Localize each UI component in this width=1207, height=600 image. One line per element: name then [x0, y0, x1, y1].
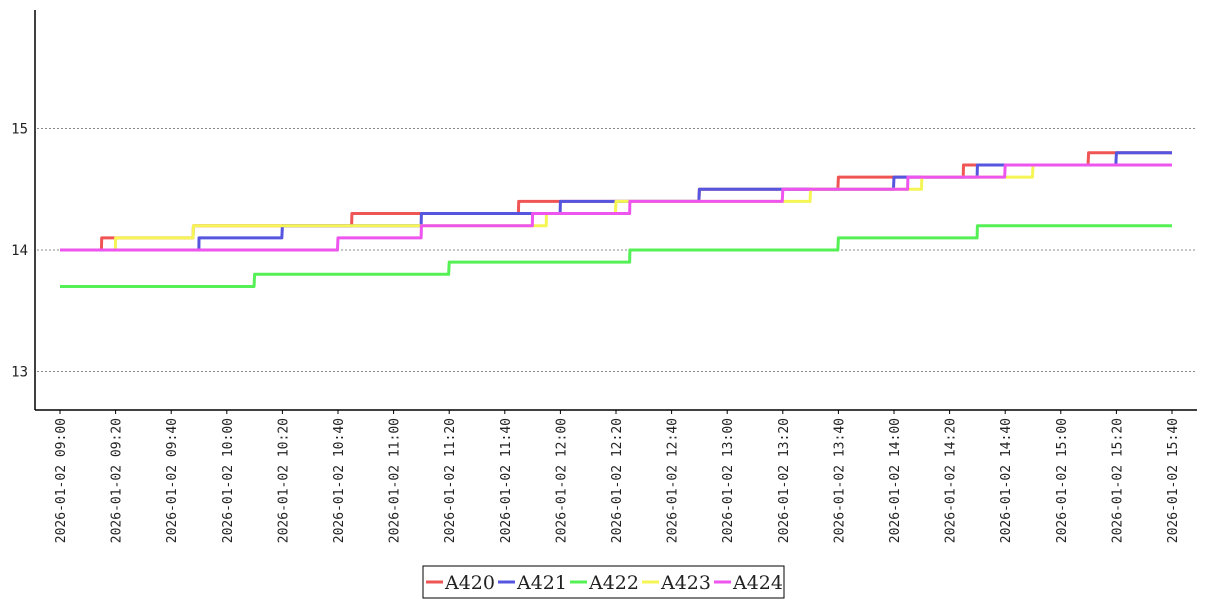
x-tick-label: 2026-01-02 12:00 — [554, 418, 569, 543]
x-tick-label: 2026-01-02 11:20 — [443, 418, 458, 543]
x-tick-label: 2026-01-02 10:00 — [221, 418, 236, 543]
legend-label: A422 — [588, 572, 639, 594]
x-tick-labels: 2026-01-02 09:00 2026-01-02 09:20 2026-01-… — [54, 410, 1181, 543]
x-tick-label: 2026-01-02 14:00 — [888, 418, 903, 543]
legend-label: A420 — [444, 572, 495, 594]
x-tick-label: 2026-01-02 14:20 — [944, 418, 959, 543]
x-tick-label: 2026-01-02 10:20 — [276, 418, 291, 543]
x-tick-label: 2026-01-02 11:00 — [388, 418, 403, 543]
x-tick-label: 2026-01-02 13:20 — [777, 418, 792, 543]
x-tick-label: 2026-01-02 15:00 — [1055, 418, 1070, 543]
series-line-a422 — [60, 224, 1173, 288]
x-tick-label: 2026-01-02 10:40 — [332, 418, 347, 543]
series-lines — [60, 151, 1173, 288]
legend-label: A423 — [660, 572, 711, 594]
x-tick-label: 2026-01-02 15:40 — [1166, 418, 1181, 543]
y-tick-label: 14 — [11, 243, 28, 259]
series-line-a424 — [60, 163, 1173, 252]
legend: A420 A421 A422 A423 A424 — [422, 565, 785, 599]
x-tick-label: 2026-01-02 09:40 — [165, 418, 180, 543]
x-tick-label: 2026-01-02 14:40 — [999, 418, 1014, 543]
legend-label: A421 — [516, 572, 567, 594]
x-tick-label: 2026-01-02 12:20 — [610, 418, 625, 543]
x-tick-label: 2026-01-02 09:00 — [54, 418, 69, 543]
x-tick-label: 2026-01-02 12:40 — [666, 418, 681, 543]
y-tick-label: 15 — [11, 122, 28, 138]
x-tick-label: 2026-01-02 13:00 — [721, 418, 736, 543]
x-tick-label: 2026-01-02 09:20 — [110, 418, 125, 543]
x-tick-label: 2026-01-02 13:40 — [832, 418, 847, 543]
legend-label: A424 — [732, 572, 783, 594]
x-tick-label: 2026-01-02 11:40 — [499, 418, 514, 543]
x-tick-label: 2026-01-02 15:20 — [1110, 418, 1125, 543]
y-tick-label: 13 — [11, 365, 28, 381]
y-tick-labels: 13 14 15 — [11, 122, 28, 381]
